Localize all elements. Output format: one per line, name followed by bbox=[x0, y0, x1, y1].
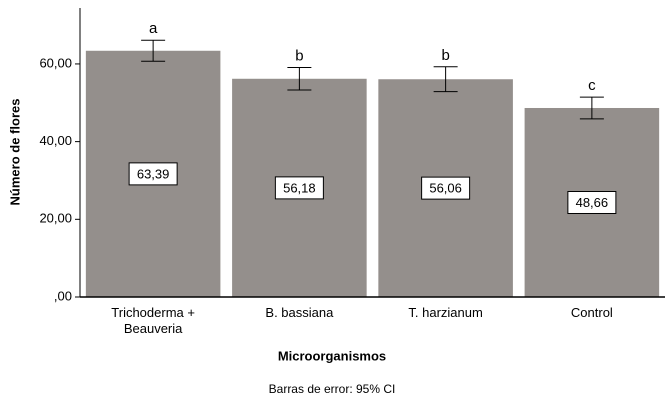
value-label: 56,06 bbox=[429, 181, 462, 196]
y-tick-label: 40,00 bbox=[39, 133, 72, 148]
x-axis-label: Microorganismos bbox=[278, 348, 386, 363]
value-label-box bbox=[421, 176, 471, 200]
y-tick-label: 20,00 bbox=[39, 211, 72, 226]
significance-letter: c bbox=[588, 77, 596, 94]
x-tick-label: B. bassiana bbox=[265, 305, 334, 320]
value-label: 63,39 bbox=[137, 166, 170, 181]
error-bar bbox=[287, 67, 312, 91]
note: Barras de error: 95% CI bbox=[269, 382, 396, 396]
error-bar bbox=[141, 39, 166, 62]
x-tick-label: Control bbox=[570, 305, 613, 320]
value-label-box bbox=[567, 190, 617, 214]
value-label: 56,18 bbox=[283, 180, 316, 195]
value-label-box bbox=[274, 176, 324, 200]
y-tick-label: ,00 bbox=[54, 288, 72, 303]
error-bar bbox=[579, 96, 604, 120]
value-label: 48,66 bbox=[576, 195, 609, 210]
value-label-box bbox=[128, 162, 178, 186]
significance-letter: b bbox=[441, 47, 449, 64]
significance-letter: b bbox=[295, 47, 303, 64]
y-tick-label: 60,00 bbox=[39, 55, 72, 70]
x-tick-label: T. harzianum bbox=[408, 305, 483, 320]
y-axis-label: Número de flores bbox=[7, 99, 22, 206]
error-bar bbox=[433, 66, 458, 93]
significance-letter: a bbox=[149, 20, 158, 37]
x-tick-label: Trichoderma + Beauveria bbox=[111, 305, 195, 336]
